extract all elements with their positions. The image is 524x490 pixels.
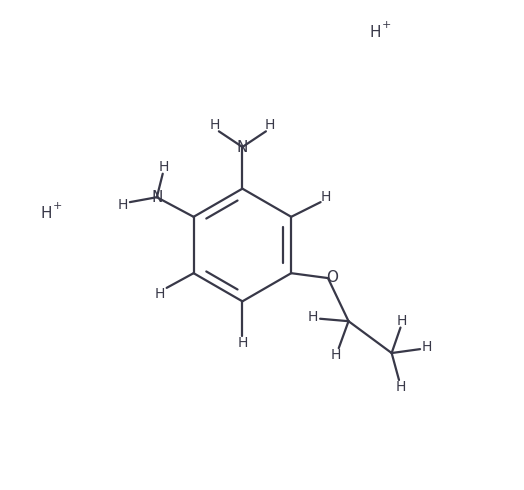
Text: H: H [237,336,247,349]
Text: H: H [395,380,406,394]
Text: H: H [159,160,169,174]
Text: H: H [118,197,128,212]
Text: H: H [308,310,319,324]
Text: H: H [422,340,432,354]
Text: H: H [331,348,342,362]
Text: H: H [155,287,165,301]
Text: H: H [320,190,331,204]
Text: N: N [151,190,162,205]
Text: +: + [53,201,62,211]
Text: H: H [370,25,381,40]
Text: N: N [237,140,248,154]
Text: O: O [326,270,338,285]
Text: +: + [382,21,391,30]
Text: H: H [40,206,52,220]
Text: H: H [265,119,275,132]
Text: H: H [210,119,220,132]
Text: H: H [397,314,407,328]
